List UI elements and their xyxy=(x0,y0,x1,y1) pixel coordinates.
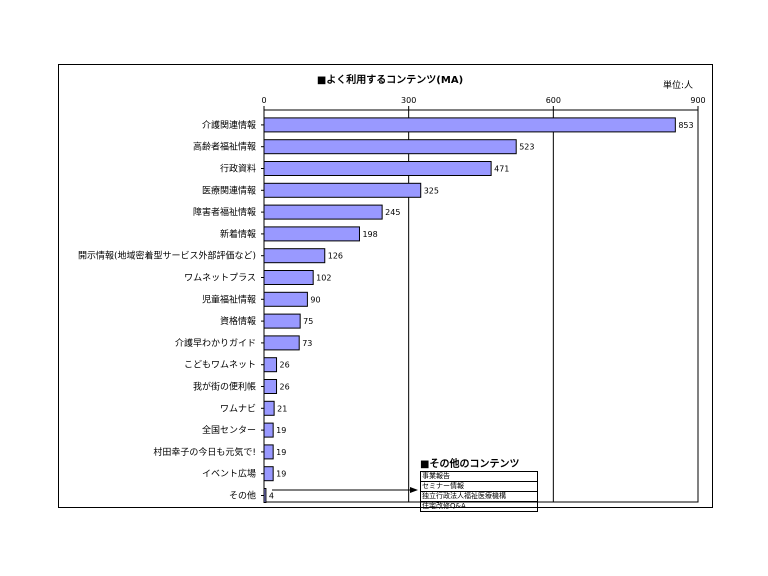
category-label: ワムナビ xyxy=(220,403,256,414)
other-contents-list: 事業報告 セミナー情報 独立行政法人福祉医療機構 住宅改修Q&A xyxy=(420,471,538,512)
labels-layer: 853 介護関連情報 523 高齢者福祉情報 471 行政資料 325 医療関連情報 245 障害… xyxy=(78,119,694,502)
bar xyxy=(263,248,326,264)
bar xyxy=(263,379,278,394)
category-label: 我が街の便利帳 xyxy=(193,381,256,393)
data-label: 73 xyxy=(302,339,312,348)
other-contents-item: 事業報告 xyxy=(422,472,450,480)
category-label: 開示情報(地域密着型サービス外部評価など) xyxy=(78,250,256,262)
category-label: 医療関連情報 xyxy=(202,184,256,196)
category-label: 行政資料 xyxy=(220,163,256,175)
data-label: 26 xyxy=(280,361,290,370)
bar xyxy=(263,204,383,220)
data-label: 523 xyxy=(519,143,534,152)
data-label: 853 xyxy=(678,121,693,130)
other-contents-item: セミナー情報 xyxy=(421,481,537,491)
data-label: 21 xyxy=(277,404,287,413)
data-label: 471 xyxy=(494,165,509,174)
data-label: 26 xyxy=(280,383,290,392)
bar xyxy=(263,226,360,242)
category-label: イベント広場 xyxy=(202,468,256,480)
category-label: 全国センター xyxy=(202,424,256,436)
chart-frame xyxy=(58,64,713,508)
bar xyxy=(263,488,267,503)
data-label: 75 xyxy=(303,317,313,326)
chart-title: ■よく利用するコンテンツ(MA) xyxy=(317,73,463,86)
bar xyxy=(263,335,300,351)
bar xyxy=(263,117,676,133)
bar xyxy=(263,161,492,176)
bar xyxy=(263,400,275,416)
data-label: 126 xyxy=(328,252,343,261)
x-tick-label: 600 xyxy=(546,96,561,105)
bar xyxy=(263,313,301,329)
category-label: その他 xyxy=(229,490,256,502)
category-label: 児童福祉情報 xyxy=(202,293,256,305)
other-contents-item: 住宅改修Q&A xyxy=(421,501,537,511)
other-contents-title: ■その他のコンテンツ xyxy=(420,459,520,470)
category-label: ワムネットプラス xyxy=(184,273,256,284)
other-contents-item: 独立行政法人福祉医療機構 xyxy=(421,491,537,501)
other-contents-box: ■その他のコンテンツ 事業報告 セミナー情報 独立行政法人福祉医療機構 住宅改修… xyxy=(420,455,538,512)
category-label: 障害者福祉情報 xyxy=(193,206,256,218)
bar xyxy=(263,422,274,438)
category-label: 資格情報 xyxy=(220,315,256,327)
data-label: 198 xyxy=(362,230,377,239)
x-tick-label: 0 xyxy=(261,96,266,105)
data-label: 4 xyxy=(269,492,274,501)
data-label: 325 xyxy=(424,186,439,195)
data-label: 102 xyxy=(316,274,331,283)
x-tick-label: 300 xyxy=(401,96,416,105)
annotation-arrow xyxy=(272,487,418,493)
category-label: こどもワムネット xyxy=(184,360,256,371)
bar xyxy=(263,444,274,460)
bar xyxy=(263,270,314,285)
data-label: 19 xyxy=(276,448,286,457)
grid-layer: 0 300 600 900 xyxy=(261,96,706,503)
bar xyxy=(263,182,422,198)
category-label: 介護関連情報 xyxy=(202,119,256,131)
bar xyxy=(263,357,278,373)
x-tick-label: 900 xyxy=(690,96,705,105)
bars-layer xyxy=(263,117,676,503)
unit-label: 単位:人 xyxy=(663,79,693,91)
data-label: 19 xyxy=(276,426,286,435)
category-label: 介護早わかりガイド xyxy=(175,337,256,349)
bar xyxy=(263,139,517,155)
data-label: 19 xyxy=(276,470,286,479)
category-label: 新着情報 xyxy=(220,228,256,240)
data-label: 245 xyxy=(385,208,400,217)
data-label: 90 xyxy=(310,295,320,304)
bar xyxy=(263,291,308,307)
bar xyxy=(263,466,274,482)
category-label: 高齢者福祉情報 xyxy=(193,141,256,153)
category-label: 村田幸子の今日も元気で! xyxy=(153,446,256,458)
